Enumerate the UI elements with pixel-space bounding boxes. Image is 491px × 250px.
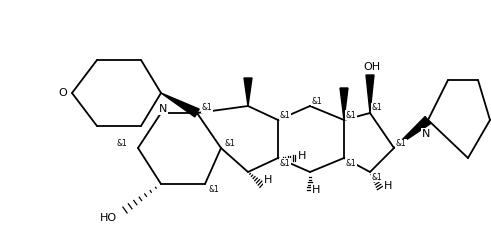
Polygon shape <box>340 88 348 120</box>
Text: &1: &1 <box>396 140 407 148</box>
Text: H: H <box>384 181 392 191</box>
Text: &1: &1 <box>280 110 290 120</box>
Text: &1: &1 <box>372 104 382 112</box>
Text: &1: &1 <box>280 158 290 168</box>
Text: &1: &1 <box>346 110 356 120</box>
Text: &1: &1 <box>117 140 127 148</box>
Polygon shape <box>161 93 199 117</box>
Text: &1: &1 <box>346 158 356 168</box>
Text: &1: &1 <box>202 104 213 112</box>
Text: N: N <box>422 129 430 139</box>
Text: H: H <box>264 175 272 185</box>
Polygon shape <box>366 75 374 113</box>
Polygon shape <box>394 116 431 148</box>
Text: &1: &1 <box>372 172 382 182</box>
Text: &1: &1 <box>312 96 323 106</box>
Text: H: H <box>298 151 306 161</box>
Text: O: O <box>58 88 67 98</box>
Text: H: H <box>312 185 320 195</box>
Text: N: N <box>159 104 167 114</box>
Text: &1: &1 <box>209 184 219 194</box>
Polygon shape <box>244 78 252 106</box>
Text: &1: &1 <box>224 140 235 148</box>
Text: HO: HO <box>100 213 116 223</box>
Text: OH: OH <box>363 62 381 72</box>
